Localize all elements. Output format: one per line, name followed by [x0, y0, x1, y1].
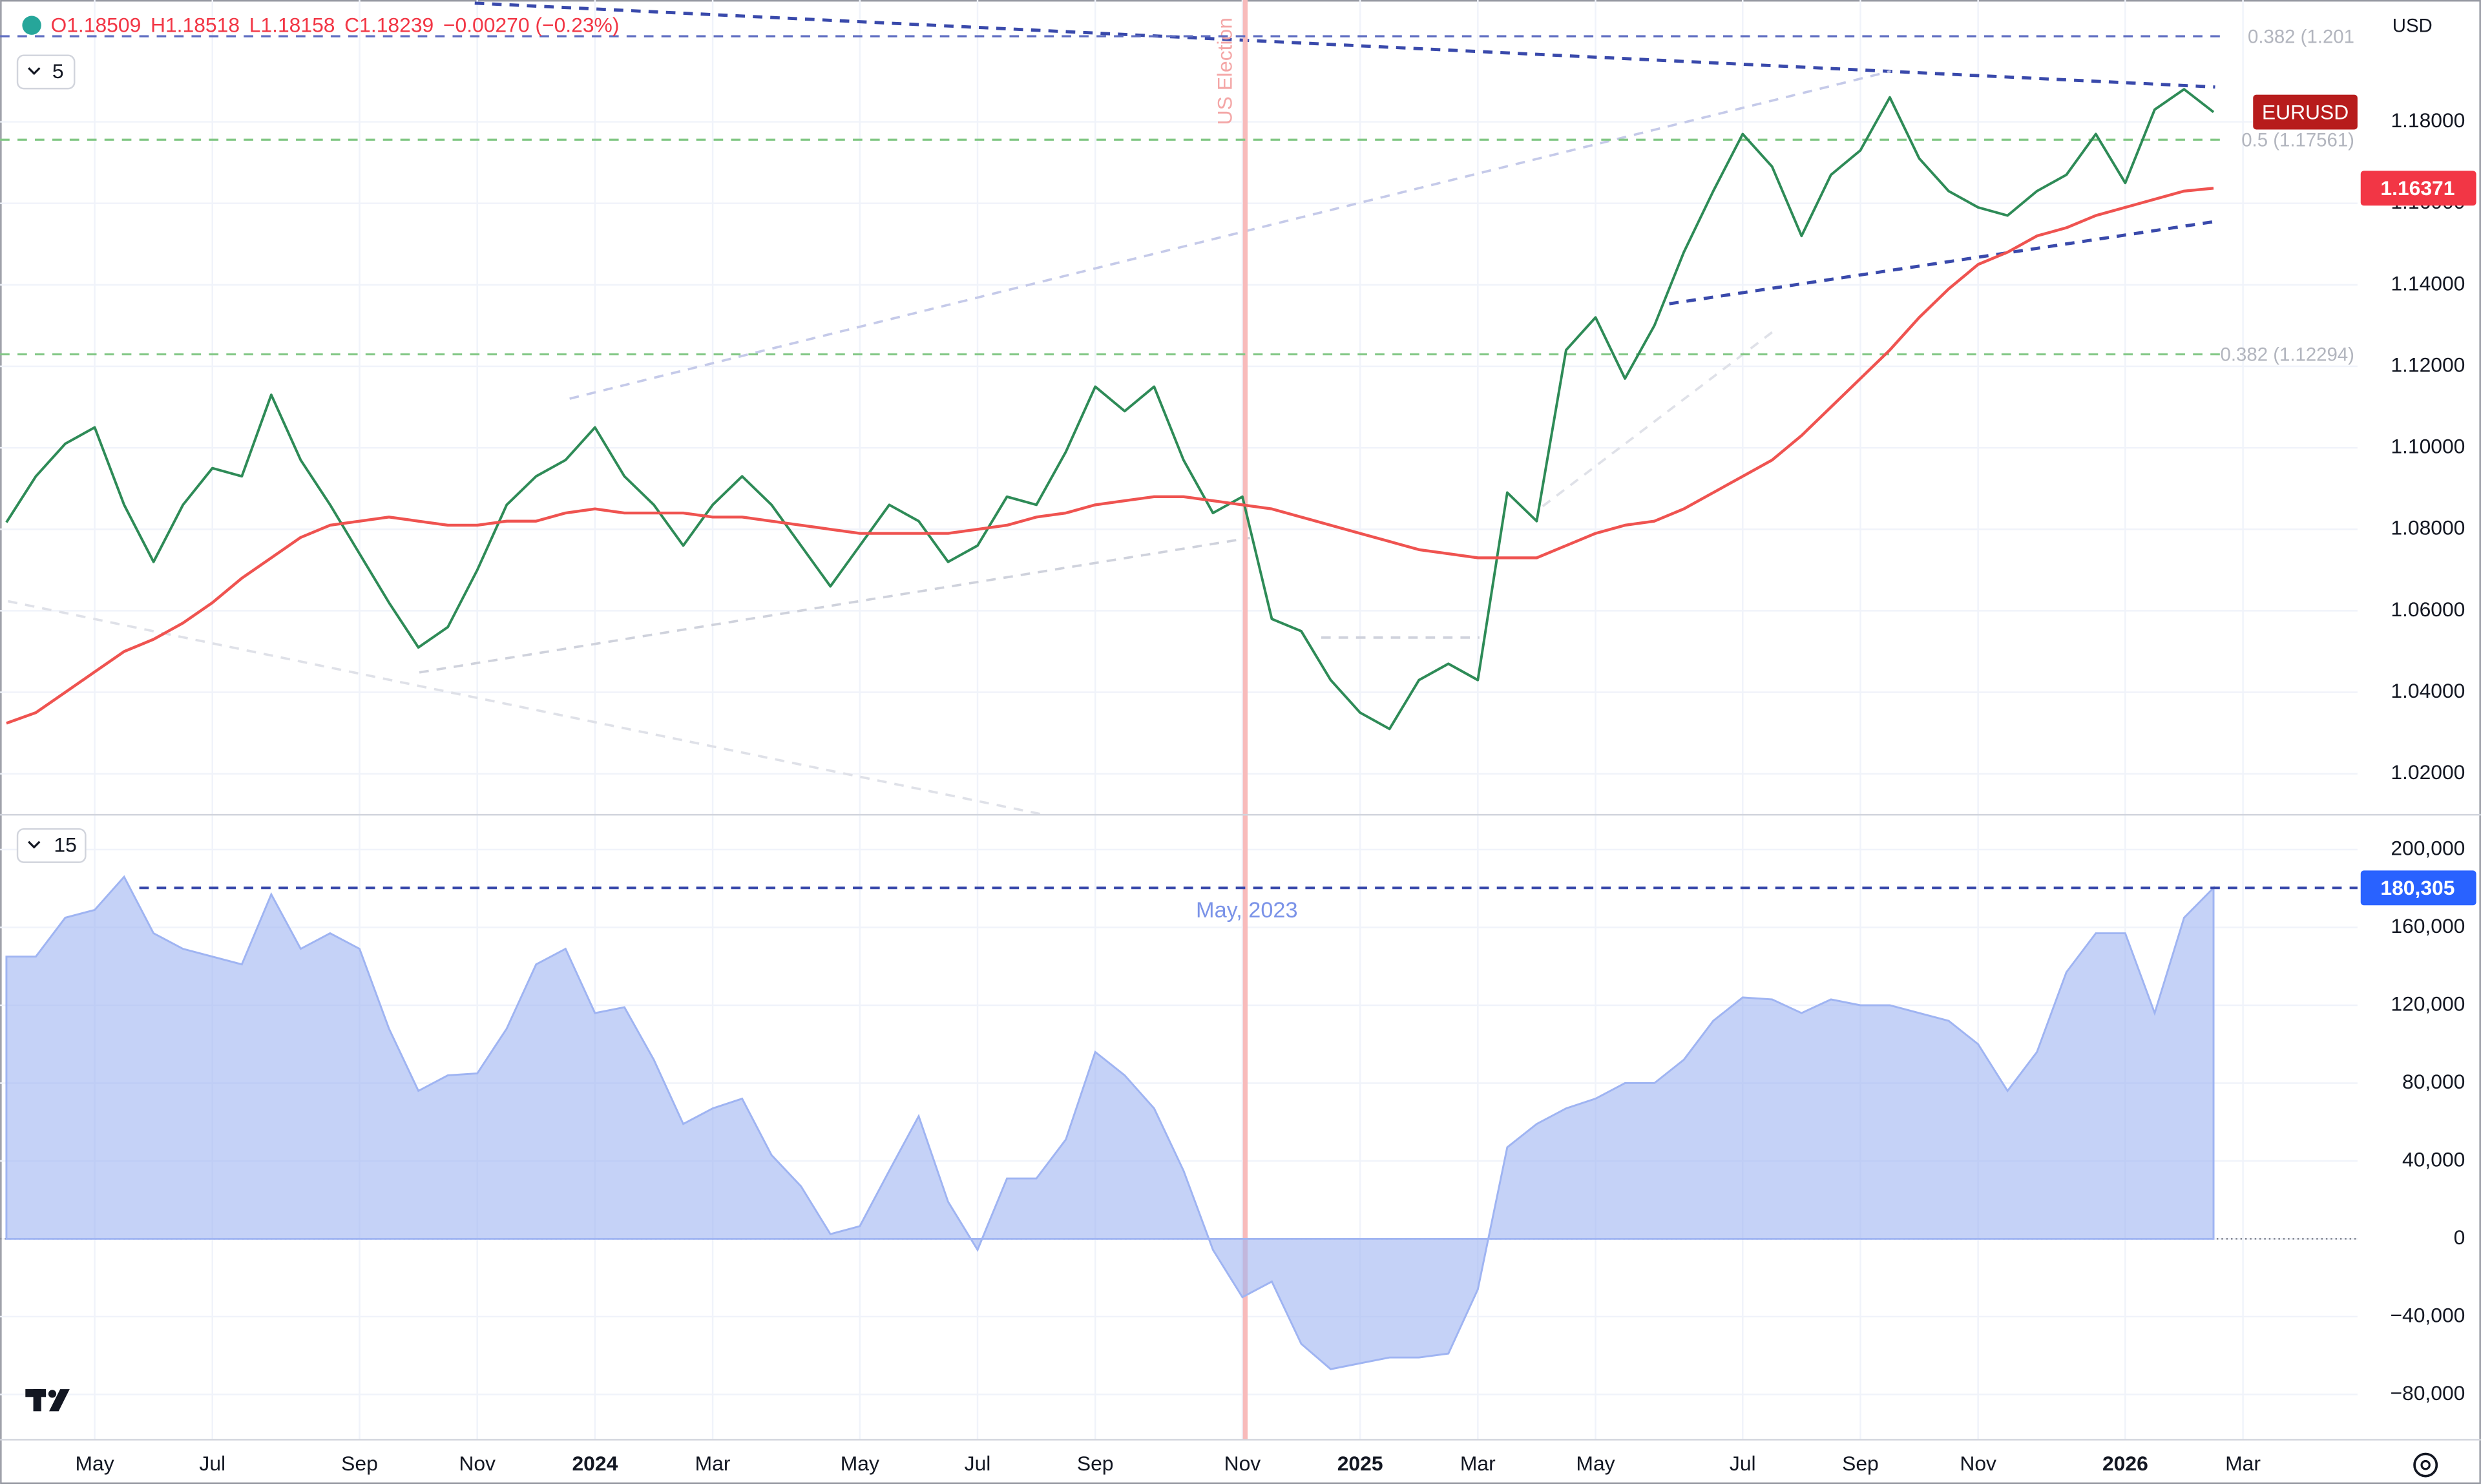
- ohlc-change: −0.00270 (−0.23%): [443, 14, 620, 37]
- symbol-tag-label: EURUSD: [2262, 100, 2349, 123]
- symbol-tag: [2253, 94, 2358, 130]
- ohlc-high: H1.18518: [151, 14, 240, 37]
- record-annotation: May, 2023: [1196, 898, 1297, 923]
- x-tick-label: Sep: [1842, 1452, 1879, 1475]
- y-tick-label: 1.02000: [2391, 760, 2465, 784]
- trend-lines: [7, 1, 2215, 816]
- trend-line: [569, 70, 1891, 400]
- ohlc-open: O1.18509: [50, 14, 141, 37]
- y-tick-label: 1.08000: [2391, 516, 2465, 539]
- logo: [25, 1389, 70, 1412]
- y-tick-label: 120,000: [2391, 992, 2465, 1015]
- y-tick-label: 1.04000: [2391, 679, 2465, 702]
- trend-line: [7, 600, 1045, 816]
- price-tag: [2360, 171, 2476, 206]
- trend-line: [474, 1, 2215, 89]
- fib-level-label: 0.382 (1.12294): [2221, 344, 2354, 366]
- settings-button[interactable]: [2413, 1452, 2438, 1478]
- pane-toggle[interactable]: 15: [16, 828, 87, 863]
- y-tick-label: 200,000: [2391, 836, 2465, 859]
- y-tick-label: 1.18000: [2391, 109, 2465, 132]
- x-tick-label: 2026: [2102, 1452, 2148, 1475]
- x-tick-label: Jul: [1730, 1452, 1756, 1475]
- y-tick-label: 1.10000: [2391, 435, 2465, 458]
- ohlc-legend: O1.18509 H1.18518 L1.18158 C1.18239 −0.00270…: [50, 14, 619, 37]
- moving-average-line: [6, 187, 2214, 725]
- x-tick-label: Sep: [1077, 1452, 1114, 1475]
- logo-part: [48, 1390, 57, 1398]
- x-tick-label: Jul: [965, 1452, 991, 1475]
- fib-level-label: 0.382 (1.201: [2248, 26, 2354, 47]
- x-tick-label: 2025: [1337, 1452, 1383, 1475]
- x-tick-label: Nov: [1224, 1452, 1261, 1475]
- y-tick-label: 160,000: [2391, 914, 2465, 937]
- pane-toggle-box[interactable]: [16, 828, 87, 863]
- y-tick-label: 1.06000: [2391, 598, 2465, 621]
- marks-layer: May Jul Sep Nov 2024 Mar May Jul Sep Nov 2025 Mar Ma…: [0, 26, 2476, 1475]
- trend-line: [1542, 331, 1773, 508]
- price-tag-label: 180,305: [2380, 876, 2455, 899]
- x-tick-label: 2024: [572, 1452, 618, 1475]
- logo-part: [33, 1389, 41, 1412]
- x-tick-label: Mar: [2225, 1452, 2261, 1475]
- x-tick-label: May: [841, 1452, 879, 1475]
- x-tick-label: Nov: [1960, 1452, 1996, 1475]
- price-line: [5, 88, 2215, 731]
- pane-toggle-count: 15: [54, 833, 76, 857]
- y-tick-label: 1.14000: [2391, 271, 2465, 295]
- x-tick-label: Jul: [199, 1452, 225, 1475]
- trend-line: [1669, 220, 2215, 306]
- x-tick-label: Sep: [341, 1452, 378, 1475]
- y-tick-label: 40,000: [2402, 1147, 2465, 1171]
- status-dot: [22, 16, 41, 35]
- y-tick-label: −80,000: [2390, 1381, 2465, 1405]
- election-label: US Election: [1213, 17, 1236, 125]
- price-tag: [2360, 870, 2476, 906]
- chevron: [28, 67, 41, 76]
- price-tag-label: 1.16371: [2380, 176, 2455, 200]
- y-tick-label: 80,000: [2402, 1070, 2465, 1093]
- ohlc-low: L1.18158: [249, 14, 335, 37]
- pane-toggle-box[interactable]: [16, 54, 76, 90]
- x-tick-label: Mar: [695, 1452, 731, 1475]
- x-tick-label: May: [1576, 1452, 1615, 1475]
- pane-toggle[interactable]: 5: [16, 54, 76, 90]
- gear-icon[interactable]: [2413, 1452, 2438, 1478]
- x-tick-label: Nov: [459, 1452, 496, 1475]
- currency-label: USD: [2392, 15, 2433, 36]
- x-tick-label: Mar: [1460, 1452, 1496, 1475]
- pane-toggle-count: 5: [52, 59, 64, 83]
- chevron: [28, 841, 41, 849]
- gear-hub: [2420, 1459, 2431, 1470]
- logo-part: [49, 1389, 70, 1412]
- y-tick-label: 0: [2454, 1226, 2465, 1249]
- ohlc-close: C1.18239: [344, 14, 434, 37]
- x-tick-label: May: [75, 1452, 114, 1475]
- y-tick-label: −40,000: [2390, 1303, 2465, 1326]
- trend-line: [419, 536, 1250, 674]
- net-position-area: [5, 875, 2215, 1370]
- fib-level-label: 0.5 (1.17561): [2241, 129, 2354, 151]
- y-tick-label: 1.12000: [2391, 353, 2465, 376]
